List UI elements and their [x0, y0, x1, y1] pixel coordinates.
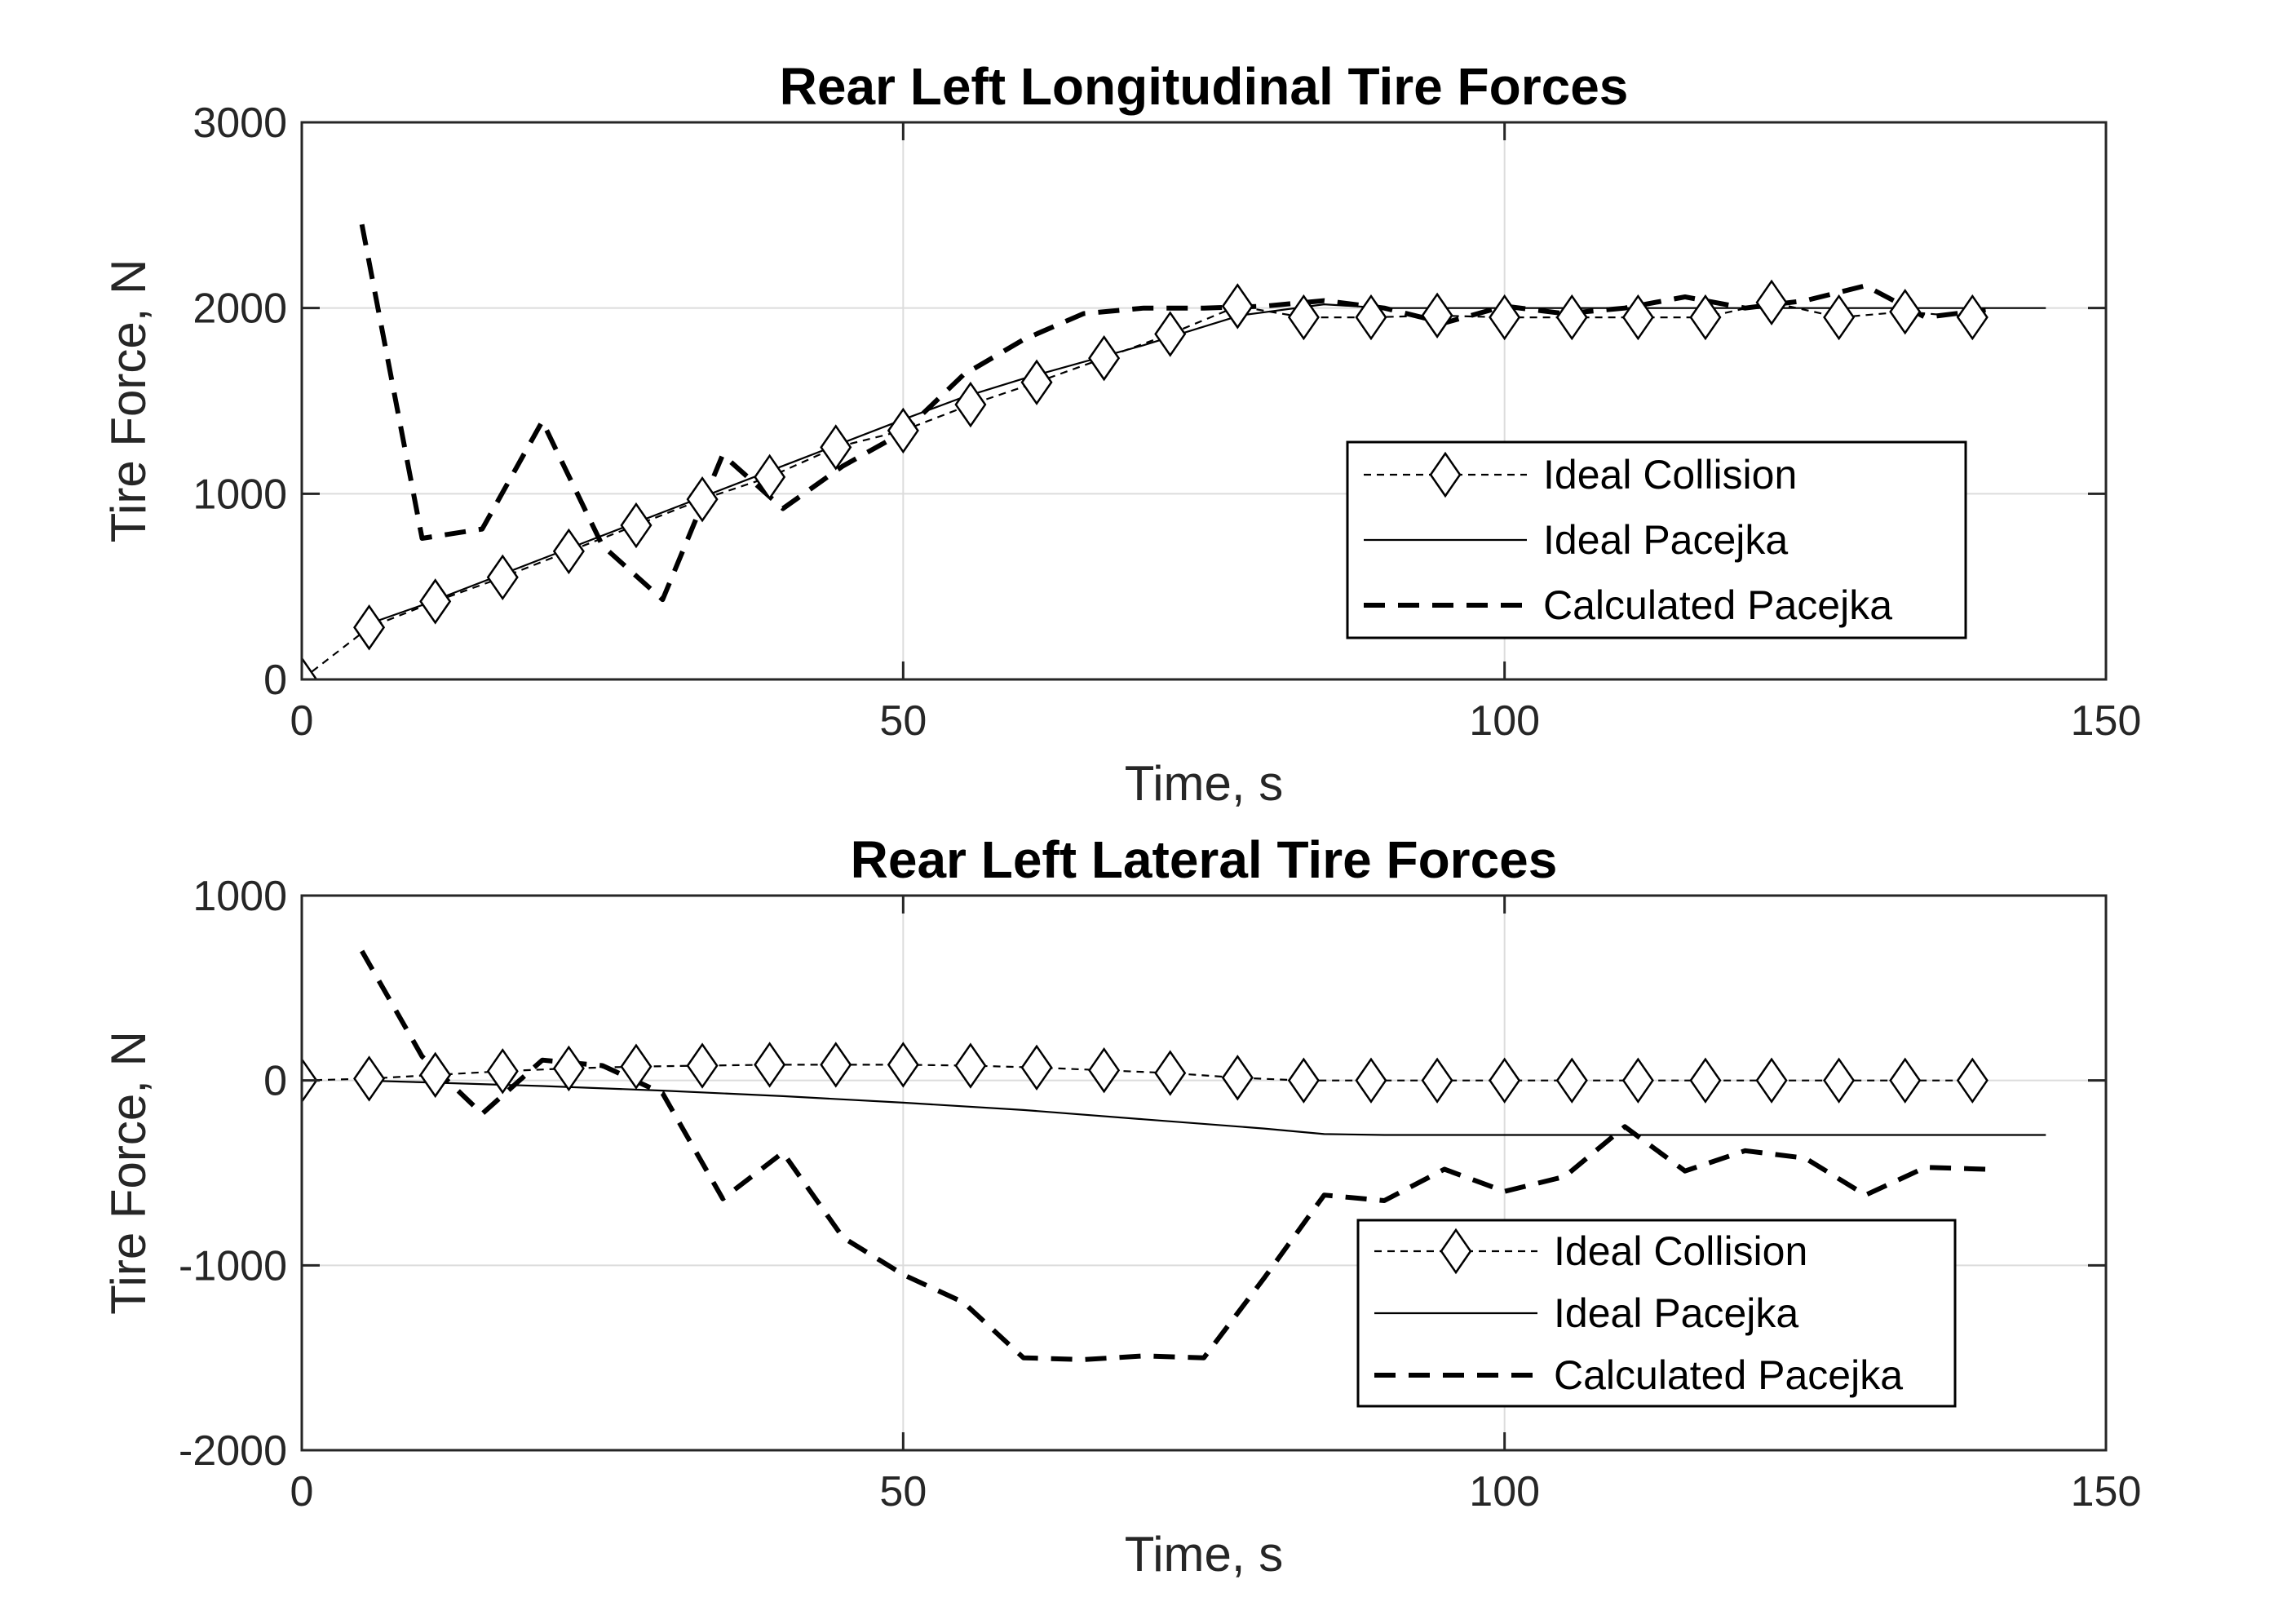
legend-marker [1429, 451, 1462, 498]
data-point-marker [1088, 334, 1121, 382]
series-line-2 [361, 1079, 2046, 1136]
data-point-marker [1823, 294, 1856, 341]
legend-label-1: Ideal Collision [1543, 452, 1797, 498]
data-point-marker [419, 1051, 452, 1099]
data-point-marker [486, 1048, 519, 1095]
series-layer [302, 223, 2046, 679]
chart-panel-2: 0 50 100 150 -2000 -1000 0 1000 Rear Left Latera… [101, 830, 2141, 1582]
data-point-marker [1823, 1057, 1856, 1104]
series-line-1 [302, 301, 1973, 679]
chart-title: Rear Left Longitudinal Tire Forces [780, 57, 1629, 116]
series-line-3 [359, 223, 1986, 603]
y-tick-label: 1000 [192, 471, 287, 518]
x-tick-label: 100 [1469, 1468, 1540, 1515]
data-point-marker [486, 554, 519, 600]
data-point-marker [1421, 1057, 1453, 1104]
legend-marker [1440, 1228, 1472, 1275]
data-point-marker [1355, 294, 1387, 341]
data-point-marker [1689, 1057, 1722, 1104]
y-tick-label: 1000 [192, 873, 287, 920]
data-point-marker [552, 1045, 585, 1092]
data-point-marker [1755, 279, 1788, 326]
y-tick-label: 2000 [192, 285, 287, 333]
data-point-marker [954, 1042, 987, 1089]
data-point-marker [1555, 1057, 1588, 1104]
data-point-marker [1621, 294, 1654, 341]
data-point-marker [686, 1042, 719, 1089]
legend-label-1: Ideal Collision [1554, 1228, 1807, 1274]
legend-label-2: Ideal Pacejka [1543, 517, 1788, 563]
data-point-marker [419, 578, 452, 625]
data-point-marker [353, 604, 386, 651]
data-point-marker [754, 453, 786, 501]
x-tick-label: 150 [2071, 697, 2142, 745]
y-tick-label: 0 [263, 1058, 287, 1105]
data-point-marker [1889, 289, 1922, 335]
axes-frame [300, 894, 2108, 1452]
data-point-marker [1421, 292, 1453, 338]
data-point-marker [620, 1043, 653, 1090]
data-point-marker [1956, 294, 1989, 341]
x-tick-label: 150 [2071, 1468, 2142, 1515]
chart-panel-1: 0 50 100 150 0 1000 2000 3000 Rear Left Longitud… [101, 57, 2141, 811]
data-point-marker [1889, 1057, 1922, 1104]
data-point-marker [887, 1042, 919, 1088]
legend-label-3: Calculated Pacejka [1554, 1352, 1903, 1398]
data-point-marker [1088, 1047, 1121, 1094]
data-point-marker [1221, 1055, 1254, 1101]
data-point-marker [1956, 1057, 1989, 1104]
data-point-marker [1489, 1057, 1521, 1104]
x-tick-label: 0 [290, 1468, 314, 1515]
data-point-marker [620, 502, 653, 549]
x-axis-label: Time, s [1125, 1527, 1283, 1582]
data-point-marker [686, 476, 719, 523]
data-point-marker [1555, 294, 1588, 341]
data-point-marker [1020, 359, 1053, 405]
legend: Ideal Collision Ideal Pacejka Calculated P… [1346, 440, 1967, 639]
data-point-marker [954, 381, 987, 428]
y-tick-label: 3000 [192, 100, 287, 147]
data-point-marker [1621, 1057, 1654, 1104]
y-tick-label: -1000 [179, 1242, 287, 1290]
data-point-marker [754, 1042, 786, 1088]
data-point-marker [302, 656, 318, 679]
data-point-marker [1689, 294, 1722, 341]
series-layer [302, 949, 2046, 1362]
data-point-marker [353, 1055, 386, 1102]
data-point-marker [1020, 1044, 1053, 1091]
legend: Ideal Collision Ideal Pacejka Calculated P… [1356, 1219, 1957, 1408]
axes-frame [300, 121, 2108, 681]
x-tick-label: 0 [290, 697, 314, 745]
legend-label-2: Ideal Pacejka [1554, 1290, 1798, 1336]
x-tick-label: 50 [879, 1468, 927, 1515]
data-point-marker [1287, 294, 1320, 341]
y-tick-label: 0 [263, 657, 287, 704]
data-point-marker [1221, 283, 1254, 330]
data-point-marker [1755, 1057, 1788, 1104]
y-axis-label: Tire Force, N [101, 259, 156, 543]
data-point-marker [552, 528, 585, 575]
chart-title: Rear Left Lateral Tire Forces [851, 830, 1558, 889]
y-tick-label: -2000 [179, 1427, 287, 1475]
data-point-marker [1154, 311, 1187, 357]
data-point-marker [1287, 1057, 1320, 1104]
data-point-marker [1489, 294, 1521, 341]
data-point-marker [887, 407, 919, 454]
x-tick-label: 50 [879, 697, 927, 745]
x-axis-label: Time, s [1125, 756, 1283, 811]
data-point-marker [1154, 1050, 1187, 1096]
data-point-marker [820, 424, 852, 471]
data-point-marker [820, 1042, 852, 1088]
legend-label-3: Calculated Pacejka [1543, 582, 1892, 628]
y-axis-label: Tire Force, N [101, 1031, 156, 1315]
x-tick-label: 100 [1469, 697, 1540, 745]
data-point-marker [1355, 1057, 1387, 1104]
